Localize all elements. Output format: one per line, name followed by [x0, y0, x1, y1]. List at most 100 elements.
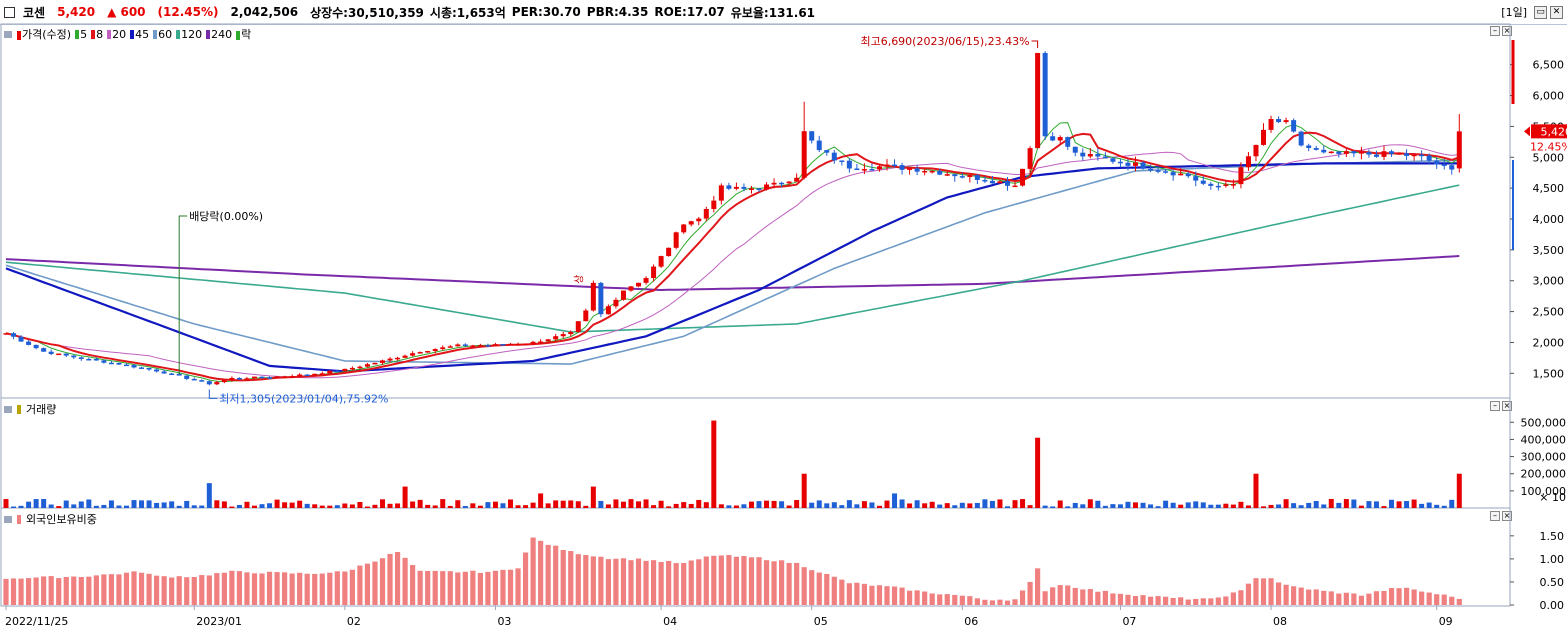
foreign-ratio-bar	[590, 556, 596, 605]
panel-handle-icon[interactable]	[4, 515, 12, 523]
volume-bar	[334, 505, 340, 508]
volume-bar	[613, 499, 619, 508]
volume-legend-label[interactable]: 거래량	[26, 403, 57, 416]
candle-body	[974, 175, 980, 180]
foreign-ratio-bar	[1336, 593, 1342, 605]
volume-bar	[289, 502, 295, 508]
candle-body	[1223, 184, 1229, 186]
volume-bar	[1133, 502, 1138, 508]
volume-bar	[575, 501, 581, 508]
panel-minimize-icon[interactable]: –	[1490, 401, 1500, 411]
legend-item[interactable]: 락	[236, 26, 251, 42]
volume-bar	[259, 504, 265, 508]
volume-bar	[26, 501, 32, 508]
candle-body	[703, 209, 709, 219]
foreign-legend-label[interactable]: 외국인보유비중	[26, 513, 97, 526]
legend-label: 45	[135, 27, 150, 41]
volume-bar	[974, 502, 980, 508]
legend-item[interactable]: 가격(수정)	[17, 26, 71, 42]
foreign-ratio-bar	[1110, 593, 1116, 605]
legend-item[interactable]: 45	[130, 28, 149, 41]
legend-item[interactable]: 120	[176, 28, 202, 41]
foreign-ratio-bar	[568, 551, 574, 605]
foreign-ratio-bar	[937, 594, 943, 605]
panel-close-icon[interactable]: ×	[1502, 401, 1512, 411]
close-icon[interactable]: ✕	[1550, 5, 1563, 19]
foreign-ratio-bar	[244, 572, 250, 605]
candle-body	[26, 341, 32, 345]
volume-bar	[236, 504, 242, 508]
foreign-ratio-bar	[402, 557, 408, 605]
price-tick-label: 6,500	[1533, 59, 1565, 72]
candle-body	[1456, 131, 1462, 169]
foreign-ratio-bar	[1343, 592, 1349, 605]
volume-bar	[1117, 504, 1123, 508]
candle-body	[176, 373, 182, 376]
volume-bar	[515, 505, 521, 508]
legend-item[interactable]: 60	[153, 28, 172, 41]
panel-handle-icon[interactable]	[4, 405, 12, 413]
candle-body	[1208, 183, 1214, 186]
legend-item[interactable]: 240	[206, 28, 232, 41]
volume-bar	[108, 500, 114, 508]
candle-body	[11, 333, 17, 337]
volume-bar	[349, 504, 355, 508]
candle-body	[711, 200, 717, 210]
volume-bar	[1419, 503, 1425, 508]
panel-minimize-icon[interactable]: –	[1490, 511, 1500, 521]
volume-bar	[1404, 501, 1410, 508]
price-tick-label: 6,000	[1533, 90, 1565, 103]
panel-minimize-icon[interactable]: –	[1490, 26, 1500, 36]
candle-body	[1283, 120, 1289, 123]
maximize-icon[interactable]: ▭	[1534, 5, 1547, 19]
volume-bar	[48, 504, 54, 508]
candle-body	[1027, 148, 1033, 169]
volume-bar	[568, 500, 574, 508]
candle-body	[1276, 119, 1282, 123]
volume-bar	[816, 500, 822, 508]
volume-bar	[1148, 504, 1154, 508]
legend-item[interactable]: 8	[91, 28, 103, 41]
volume-bar	[1373, 501, 1379, 508]
volume-bar	[492, 501, 498, 508]
panel-close-icon[interactable]: ×	[1502, 511, 1512, 521]
panel-handle-icon[interactable]	[4, 30, 12, 38]
candle-body	[282, 376, 288, 378]
foreign-ratio-bar	[1125, 594, 1131, 605]
foreign-ratio-bar	[71, 576, 77, 605]
candle-body	[63, 353, 69, 356]
candle-body	[169, 373, 175, 376]
volume-bar	[455, 500, 461, 508]
volume-bar	[477, 505, 483, 508]
volume-tick-label: 200,000	[1521, 468, 1567, 481]
volume-bar	[229, 506, 235, 508]
legend-swatch	[153, 30, 158, 39]
legend-swatch	[17, 30, 21, 40]
volume-bar	[1238, 501, 1244, 508]
candle-body	[1373, 154, 1379, 157]
volume-bar	[681, 502, 687, 508]
legend-item[interactable]: 5	[75, 28, 87, 41]
volume-bar	[590, 486, 596, 508]
foreign-ratio-bar	[349, 569, 355, 605]
foreign-ratio-bar	[229, 570, 235, 605]
select-checkbox[interactable]	[4, 6, 15, 18]
date-tick-label: 08	[1273, 615, 1287, 628]
legend-item[interactable]: 20	[107, 28, 126, 41]
foreign-ratio-bar	[169, 577, 175, 605]
candle-body	[116, 362, 122, 365]
candle-body	[1261, 129, 1267, 145]
period-selector[interactable]: [1일]	[1501, 6, 1527, 19]
foreign-ratio-bar	[1449, 596, 1455, 605]
volume-bar	[169, 501, 175, 508]
volume-bar	[1155, 506, 1161, 508]
price-tick-label: 2,500	[1533, 306, 1565, 319]
volume-bar	[184, 500, 190, 508]
panel-close-icon[interactable]: ×	[1502, 26, 1512, 36]
candle-body	[907, 168, 913, 170]
candle-body	[1102, 156, 1108, 159]
current-price-label: 5,420	[1541, 125, 1567, 138]
candle-body	[1050, 136, 1056, 141]
candle-body	[553, 336, 559, 340]
